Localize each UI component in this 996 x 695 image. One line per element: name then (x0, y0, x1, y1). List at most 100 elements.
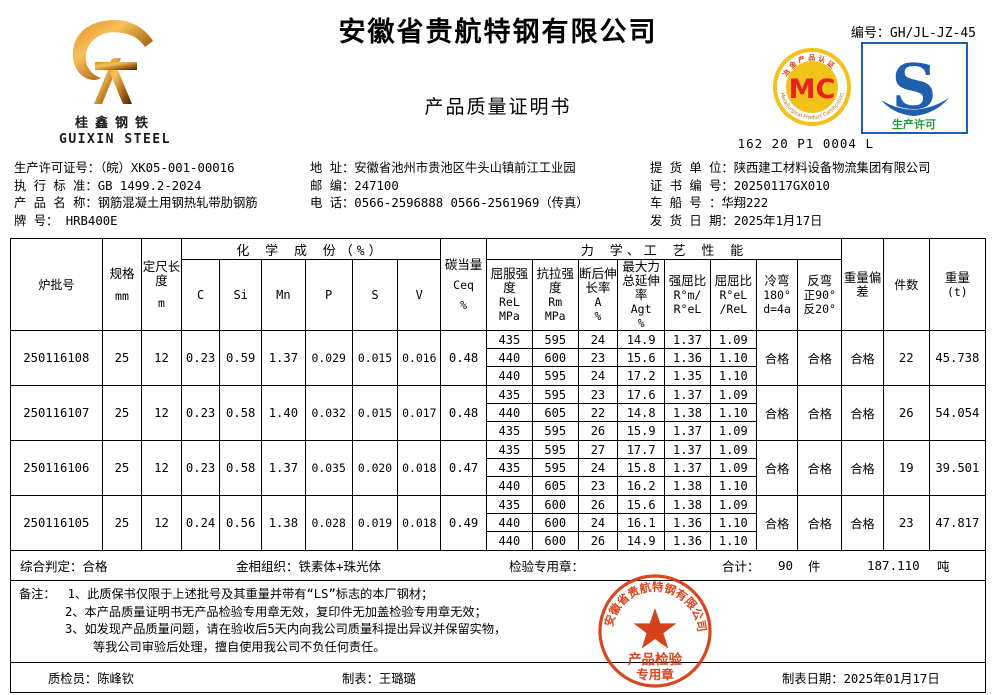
cell-yield-ratio-group: 1.09 1.10 1.10 (709, 495, 757, 551)
col-header-c: C (180, 259, 221, 331)
company-logo: 桂鑫钢铁 GUIXIN STEEL (40, 14, 190, 147)
col-header-weight-deviation: 重量偏差 (841, 238, 884, 331)
col-header-agt-unit: % (637, 316, 645, 330)
cell-elongation: 24 (578, 514, 618, 532)
inspector-label: 质检员： (48, 672, 98, 686)
cell-c: 0.23 (180, 440, 221, 496)
cell-yield: 435 (486, 441, 532, 459)
cell-ceq: 0.48 (440, 330, 487, 386)
col-header-cold-bend: 冷弯 180° d=4a (755, 259, 799, 331)
col-header-tensile-strength: 抗拉强度 Rm MPa (531, 259, 579, 331)
cell-tensile: 595 (532, 331, 578, 349)
col-header-yield-strength: 屈服强度 ReL MPa (485, 259, 533, 331)
document-number: 编号：GH/JL-JZ-45 (851, 22, 976, 41)
cell-yield-ratio: 1.09 (710, 459, 756, 477)
meta-label: 执 行 标 准： (14, 178, 98, 193)
cell-agt: 17.7 (618, 441, 665, 459)
meta-label: 邮 编： (310, 178, 355, 193)
cell-yield-ratio: 1.09 (718, 424, 748, 438)
cell-strength-ratio: 1.38 (665, 404, 710, 422)
col-header-ceq: 碳当量 Ceq % (440, 238, 487, 331)
cell-agt: 14.8 (618, 404, 665, 422)
cell-c: 0.24 (180, 495, 221, 551)
cell-agt: 15.6 (618, 349, 665, 367)
cell-weight: 47.817 (928, 495, 987, 551)
document-header: 桂鑫钢铁 GUIXIN STEEL 安徽省贵航特钢有限公司 产品质量证明书 编号… (10, 0, 986, 160)
col-header-chemical-group: 化 学 成 份（%） (180, 238, 442, 260)
cell-yield: 440 (498, 534, 521, 548)
cell-reverse-bend: 合格 (797, 385, 843, 441)
document-number-label: 编号： (850, 26, 890, 41)
col-header-reverse-bend-label: 反弯 (807, 273, 833, 288)
summary-metallography-value: 铁素体+珠光体 (298, 559, 382, 574)
meta-label: 牌 号： (14, 213, 59, 228)
meta-row: 提 货 单 位：陕西建工材料设备物流集团有限公司 (650, 160, 930, 178)
meta-value: 2025年1月17日 (733, 213, 823, 228)
cell-s: 0.015 (351, 330, 399, 386)
cell-strength-ratio: 1.38 (673, 479, 702, 493)
col-header-s: S (351, 259, 399, 331)
cell-agt: 15.8 (618, 459, 665, 477)
cell-mn: 1.38 (261, 495, 306, 551)
cell-s: 0.020 (351, 440, 399, 496)
col-header-elongation-label: 断后伸长率 (579, 266, 617, 295)
cell-yield: 435 (486, 386, 532, 404)
cell-cold-bend: 合格 (755, 495, 799, 551)
remarks-label: 备注： (19, 587, 56, 601)
meta-value: 陕西建工材料设备物流集团有限公司 (733, 161, 931, 175)
meta-column-middle: 地 址：安徽省池州市贵池区牛头山镇前江工业园 邮 编：247100 电 话：05… (310, 160, 589, 213)
cell-yield-ratio-group: 1.09 1.09 1.10 (709, 440, 757, 496)
col-header-yield-symbol: ReL (499, 295, 520, 309)
cell-heat-no: 250116105 (10, 495, 103, 551)
summary-total-weight: 187.110 (867, 558, 920, 573)
meta-value: 0566-2596888 0566-2561969（传真） (354, 196, 589, 211)
col-header-yield-ratio-line2: /ReL (719, 302, 748, 316)
col-header-yield-label: 屈服强度 (490, 266, 529, 295)
col-header-tensile-label: 抗拉强度 (536, 266, 574, 295)
summary-verdict: 综合判定：合格 (20, 556, 108, 575)
cell-tensile-group: 600 600 600 (531, 495, 579, 551)
cell-strength-ratio: 1.38 (665, 496, 710, 514)
col-header-length-label: 定尺长度 (142, 258, 181, 288)
cell-cold-bend: 合格 (755, 330, 799, 386)
col-header-cold-bend-label: 冷弯 (764, 273, 790, 288)
col-header-si: Si (219, 259, 262, 331)
cell-v: 0.018 (397, 495, 442, 551)
cell-elongation: 27 (578, 441, 618, 459)
cell-cold-bend: 合格 (755, 440, 799, 496)
remarks-text: 1、此质保书仅限于上述批号及其重量并带有“LS”标志的本厂钢材； (67, 587, 434, 601)
col-header-v: V (397, 259, 442, 331)
cell-agt: 17.6 (618, 386, 665, 404)
col-header-reverse-bend: 反弯 正90° 反20° (797, 259, 843, 331)
table-row: 250116108 25 12 0.23 0.59 1.37 0.029 0.0… (10, 330, 987, 386)
mc-certification-seal-icon: MC 冶 金 产 品 认 证 Metallurgical Product Cer… (773, 48, 851, 126)
cell-yield: 440 (498, 369, 521, 383)
cell-agt: 16.1 (618, 514, 665, 532)
signature-row: 质检员：陈峰钦 制表：王璐璐 制表日期：2025年01月17日 (10, 663, 986, 693)
col-header-reverse-bend-line2: 反20° (803, 302, 836, 316)
cell-yield: 440 (486, 404, 532, 422)
cell-yield: 435 (486, 496, 532, 514)
remarks-line: 3、如发现产品质量问题，请在验收后5天内向我公司质量科提出异议并保留实物， (65, 622, 507, 636)
col-header-strength-ratio: 强屈比 R°m/ R°eL (664, 259, 711, 331)
cell-strength-ratio: 1.37 (665, 331, 710, 349)
meta-row: 生产许可证号：（皖）XK05-001-00016 (14, 160, 258, 178)
col-header-reverse-bend-line1: 正90° (803, 288, 836, 302)
col-header-spec-label: 规格 (109, 265, 135, 281)
cell-length: 12 (141, 385, 182, 441)
cell-elongation: 23 (578, 349, 618, 367)
cell-yield-ratio: 1.10 (710, 514, 756, 532)
cell-yield-group: 435 435 440 (485, 440, 533, 496)
cell-strength-ratio: 1.35 (673, 369, 702, 383)
cell-mn: 1.37 (261, 330, 306, 386)
meta-row: 地 址：安徽省池州市贵池区牛头山镇前江工业园 (310, 160, 589, 178)
cell-ceq: 0.48 (440, 385, 487, 441)
remarks-section: 备注： 1、此质保书仅限于上述批号及其重量并带有“LS”标志的本厂钢材； 2、本产… (10, 581, 986, 663)
col-header-spec-unit: mm (115, 288, 129, 303)
cell-heat-no: 250116108 (10, 330, 103, 386)
cell-yield-ratio: 1.10 (710, 404, 756, 422)
col-header-weight-deviation-label: 重量偏差 (843, 269, 882, 299)
table-row: 250116107 25 12 0.23 0.58 1.40 0.032 0.0… (10, 385, 987, 441)
meta-label: 证 书 编 号： (650, 178, 734, 193)
